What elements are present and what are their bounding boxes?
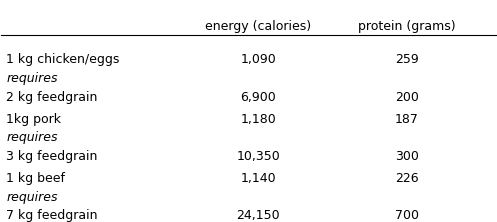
Text: 1 kg chicken/eggs: 1 kg chicken/eggs (6, 53, 120, 66)
Text: 10,350: 10,350 (237, 150, 280, 163)
Text: 1,090: 1,090 (241, 53, 276, 66)
Text: 6,900: 6,900 (241, 91, 276, 103)
Text: 300: 300 (395, 150, 418, 163)
Text: 7 kg feedgrain: 7 kg feedgrain (6, 209, 98, 222)
Text: 1,180: 1,180 (241, 113, 276, 126)
Text: protein (grams): protein (grams) (358, 20, 455, 33)
Text: 259: 259 (395, 53, 418, 66)
Text: 200: 200 (395, 91, 418, 103)
Text: requires: requires (6, 72, 58, 85)
Text: 1kg pork: 1kg pork (6, 113, 61, 126)
Text: 700: 700 (395, 209, 418, 222)
Text: energy (calories): energy (calories) (205, 20, 312, 33)
Text: 2 kg feedgrain: 2 kg feedgrain (6, 91, 98, 103)
Text: 1,140: 1,140 (241, 172, 276, 185)
Text: 226: 226 (395, 172, 418, 185)
Text: 3 kg feedgrain: 3 kg feedgrain (6, 150, 98, 163)
Text: requires: requires (6, 191, 58, 204)
Text: requires: requires (6, 131, 58, 144)
Text: 1 kg beef: 1 kg beef (6, 172, 65, 185)
Text: 187: 187 (395, 113, 418, 126)
Text: 24,150: 24,150 (237, 209, 280, 222)
